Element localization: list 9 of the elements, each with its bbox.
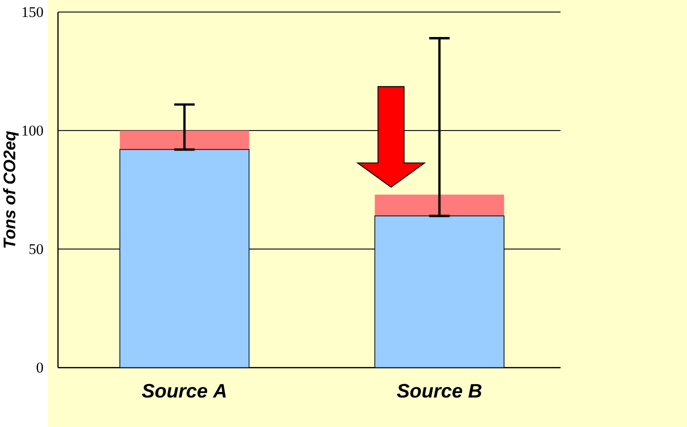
y-tick-label: 150 bbox=[22, 7, 43, 18]
y-axis-title: Tons of CO2eq bbox=[3, 131, 19, 248]
y-tick-label: 50 bbox=[30, 244, 43, 254]
bar bbox=[374, 194, 504, 216]
bar bbox=[120, 130, 250, 150]
y-tick-label: 0 bbox=[36, 362, 43, 373]
x-tick-label: Source B bbox=[396, 384, 482, 398]
y-tick-label: 100 bbox=[22, 126, 43, 136]
x-tick-label: Source A bbox=[142, 384, 226, 398]
